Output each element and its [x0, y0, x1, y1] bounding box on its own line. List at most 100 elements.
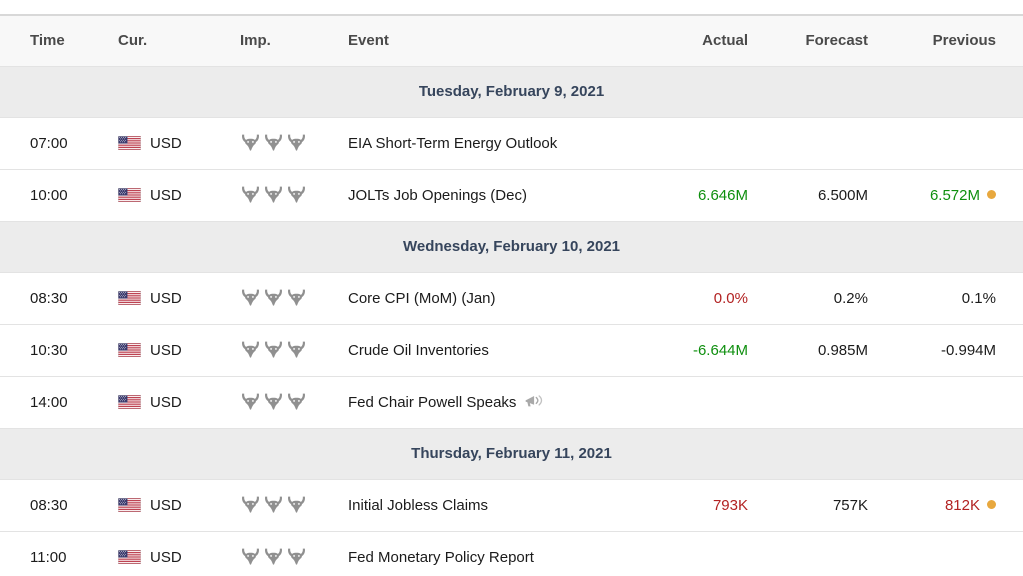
col-header-importance: Imp.: [240, 32, 271, 50]
event-row: 11:00: [0, 531, 1023, 576]
event-time: 08:30: [30, 496, 68, 514]
event-row: 07:00: [0, 117, 1023, 169]
col-header-event: Event: [348, 32, 389, 50]
event-time: 11:00: [30, 548, 67, 566]
actual-value: [628, 117, 748, 169]
event-link[interactable]: Fed Monetary Policy Report: [348, 548, 534, 566]
event-row: 08:30: [0, 272, 1023, 324]
date-label: Thursday, February 11, 2021: [411, 445, 612, 462]
importance-bulls: [240, 117, 348, 169]
currency-code: USD: [150, 186, 182, 204]
event-link[interactable]: Core CPI (MoM) (Jan): [348, 289, 496, 307]
col-header-currency: Cur.: [118, 32, 148, 50]
event-row: 10:00: [0, 169, 1023, 221]
previous-value: 6.572M: [929, 186, 980, 204]
bull-icon: [240, 393, 261, 411]
bull-icon: [263, 548, 284, 566]
event-link[interactable]: Crude Oil Inventories: [348, 341, 489, 359]
economic-calendar-table: Time Cur. Imp. Event Actual Forecast Pre…: [0, 14, 1023, 576]
revision-dot[interactable]: [987, 499, 996, 509]
bull-icon: [263, 393, 284, 411]
previous-value: -0.994M: [940, 341, 996, 359]
actual-value: [628, 376, 748, 428]
event-row: 10:30: [0, 324, 1023, 376]
event-link[interactable]: Fed Chair Powell Speaks: [348, 394, 517, 411]
col-header-time: Time: [30, 32, 65, 50]
us-flag-icon: [118, 550, 141, 564]
forecast-value: [748, 531, 868, 576]
bull-icon: [286, 548, 307, 566]
date-separator-row: Thursday, February 11, 2021: [0, 428, 1023, 479]
col-header-previous: Previous: [932, 32, 996, 50]
bull-icon: [240, 341, 261, 359]
currency-cell: USD: [118, 273, 240, 324]
col-header-actual: Actual: [702, 32, 748, 50]
currency-cell: USD: [118, 532, 240, 576]
currency-cell: USD: [118, 480, 240, 531]
currency-code: USD: [150, 393, 182, 411]
col-header-forecast: Forecast: [805, 32, 868, 50]
bull-icon: [263, 341, 284, 359]
bull-icon: [240, 289, 261, 307]
currency-cell: USD: [118, 170, 240, 221]
event-link[interactable]: JOLTs Job Openings (Dec): [348, 186, 527, 204]
bull-icon: [286, 496, 307, 514]
speaker-icon[interactable]: [524, 393, 545, 409]
date-separator-row: Tuesday, February 9, 2021: [0, 66, 1023, 117]
us-flag-icon: [118, 291, 141, 305]
importance-bulls: [240, 272, 348, 324]
forecast-value: [748, 117, 868, 169]
bull-icon: [286, 289, 307, 307]
importance-bulls: [240, 376, 348, 428]
currency-cell: USD: [118, 325, 240, 376]
importance-bulls: [240, 479, 348, 531]
us-flag-icon: [118, 343, 141, 357]
forecast-value: 0.2%: [833, 289, 868, 307]
actual-value: 0.0%: [713, 289, 748, 307]
currency-code: USD: [150, 134, 182, 152]
bull-icon: [240, 496, 261, 514]
bull-icon: [240, 186, 261, 204]
previous-value: 0.1%: [961, 289, 996, 307]
bull-icon: [286, 341, 307, 359]
currency-code: USD: [150, 341, 182, 359]
currency-code: USD: [150, 496, 182, 514]
forecast-value: 0.985M: [817, 341, 868, 359]
bull-icon: [263, 186, 284, 204]
event-link[interactable]: EIA Short-Term Energy Outlook: [348, 134, 558, 152]
bull-icon: [286, 134, 307, 152]
event-link[interactable]: Initial Jobless Claims: [348, 496, 489, 514]
importance-bulls: [240, 531, 348, 576]
us-flag-icon: [118, 498, 141, 512]
event-time: 14:00: [30, 393, 68, 411]
forecast-value: [748, 376, 868, 428]
currency-code: USD: [150, 548, 182, 566]
actual-value: 793K: [712, 496, 748, 514]
event-time: 08:30: [30, 289, 68, 307]
event-row: 08:30: [0, 479, 1023, 531]
date-label: Wednesday, February 10, 2021: [402, 238, 621, 255]
bull-icon: [263, 496, 284, 514]
event-time: 10:30: [30, 341, 68, 359]
date-separator-row: Wednesday, February 10, 2021: [0, 221, 1023, 272]
event-time: 10:00: [30, 186, 68, 204]
previous-value: 812K: [944, 496, 980, 514]
currency-cell: USD: [118, 377, 240, 428]
actual-value: 6.646M: [697, 186, 748, 204]
us-flag-icon: [118, 395, 141, 409]
forecast-value: 6.500M: [817, 186, 868, 204]
importance-bulls: [240, 324, 348, 376]
us-flag-icon: [118, 136, 141, 150]
event-time: 07:00: [30, 134, 68, 152]
currency-code: USD: [150, 289, 182, 307]
date-label: Tuesday, February 9, 2021: [418, 83, 605, 100]
bull-icon: [240, 134, 261, 152]
us-flag-icon: [118, 188, 141, 202]
revision-dot[interactable]: [987, 189, 996, 199]
bull-icon: [240, 548, 261, 566]
bull-icon: [263, 134, 284, 152]
importance-bulls: [240, 169, 348, 221]
currency-cell: USD: [118, 118, 240, 169]
actual-value: [628, 531, 748, 576]
